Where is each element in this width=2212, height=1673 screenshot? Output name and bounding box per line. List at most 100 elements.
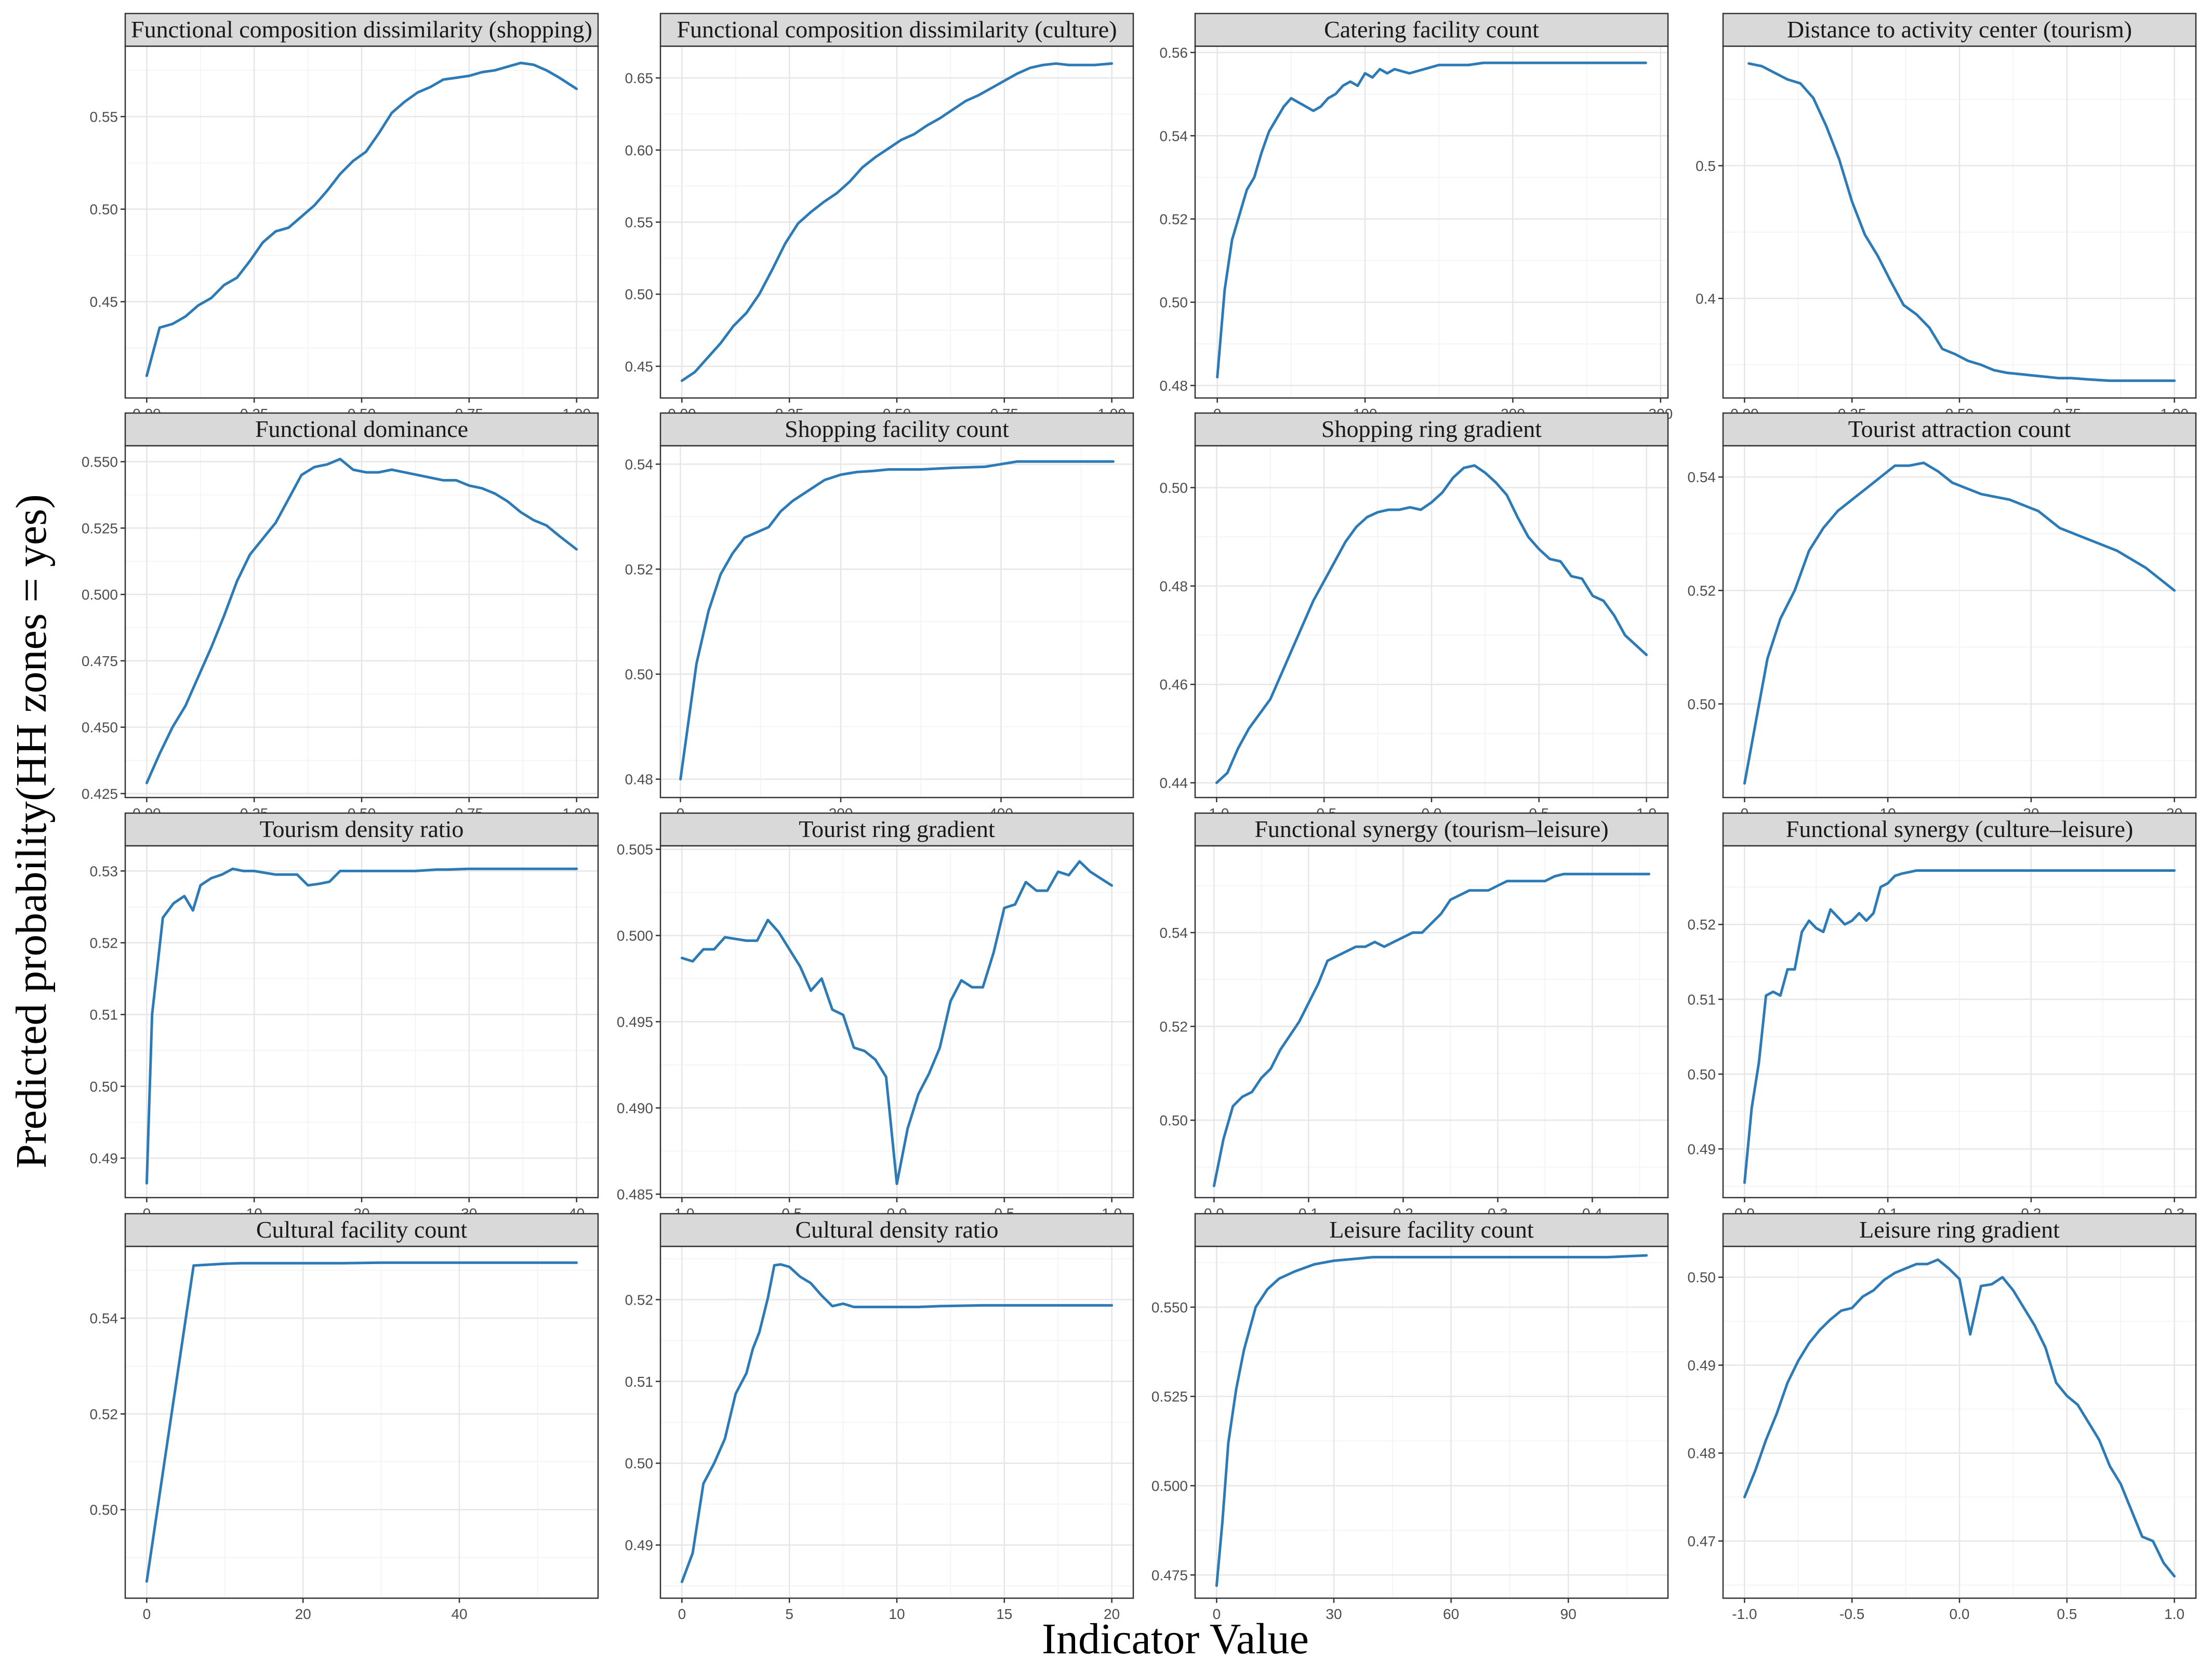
y-tick-label: 0.52 xyxy=(625,1292,654,1308)
series-line xyxy=(679,460,1115,781)
y-tick-label: 0.475 xyxy=(82,653,118,669)
gridlines xyxy=(1195,446,1668,798)
axis-ticks: -1.0 -0.5 0.0 0.5 1.0 0.47 0.48 0.49 0.50 xyxy=(1688,1269,2185,1622)
facet-strip xyxy=(1194,1213,1669,1247)
facet-strip xyxy=(124,1213,599,1247)
y-tick-label: 0.5 xyxy=(1696,158,1716,174)
series-line xyxy=(1215,464,1648,785)
y-tick-label: 0.52 xyxy=(1688,917,1716,933)
y-tick-label: 0.50 xyxy=(1160,480,1188,496)
facet-title: Cultural density ratio xyxy=(796,1216,999,1243)
series-line xyxy=(145,458,578,785)
y-tick-label: 0.51 xyxy=(1688,991,1716,1007)
x-tick-label: 0.0 xyxy=(1950,1606,1970,1622)
facet-strip xyxy=(1722,412,2197,447)
y-tick-label: 0.49 xyxy=(625,1537,654,1554)
y-tick-label: 0.52 xyxy=(625,561,654,577)
facet-title: Functional synergy (tourism–leisure) xyxy=(1254,816,1608,842)
panel-shopping-ring-gradient: Shopping ring gradient-1.0-0.50.00.51.00… xyxy=(1160,412,1669,821)
panel-border xyxy=(1194,845,1669,1199)
y-tick-label: 0.45 xyxy=(625,358,654,375)
panel-border xyxy=(659,445,1134,799)
facet-strip xyxy=(659,12,1134,47)
series-line xyxy=(1215,1254,1648,1587)
plot-area xyxy=(1195,846,1668,1198)
y-tick-label: 0.60 xyxy=(625,142,654,158)
axis-ticks: 02004000.480.500.520.54 xyxy=(625,456,1013,821)
facet-title: Tourist attraction count xyxy=(1848,416,2071,442)
y-tick-label: 0.54 xyxy=(625,456,654,472)
gridlines xyxy=(125,846,598,1198)
x-tick-label: 0 xyxy=(678,1606,686,1622)
y-tick-label: 0.49 xyxy=(1688,1141,1716,1157)
panel-border xyxy=(1722,845,2197,1199)
y-tick-label: 0.505 xyxy=(617,842,653,858)
x-tick-label: 0 xyxy=(143,1606,151,1622)
gridlines xyxy=(1723,846,2196,1198)
panel-cultural-density-ratio: Cultural density ratio 0 5 10 15 20 0.49 0.50 0.… xyxy=(625,1213,1134,1622)
facet-title: Shopping facility count xyxy=(785,416,1009,442)
x-tick-label: 0 xyxy=(1213,1606,1221,1622)
y-tick-label: 0.65 xyxy=(625,70,654,86)
gridlines xyxy=(660,46,1133,398)
y-tick-label: 0.56 xyxy=(1160,45,1188,61)
y-tick-label: 0.55 xyxy=(90,109,118,125)
panel-leisure-ring-gradient: Leisure ring gradient -1.0 -0.5 0.0 0.5 1.0 0.… xyxy=(1688,1213,2197,1622)
gridlines xyxy=(1195,46,1668,398)
y-tick-label: 0.50 xyxy=(1688,696,1716,712)
y-tick-label: 0.47 xyxy=(1688,1533,1716,1549)
y-tick-label: 0.49 xyxy=(90,1150,118,1166)
facet-strip xyxy=(1194,812,1669,847)
series-line xyxy=(1216,61,1647,379)
panel-border xyxy=(1194,1245,1669,1599)
x-tick-label: 5 xyxy=(785,1606,793,1622)
y-tick-label: 0.54 xyxy=(90,1310,118,1326)
plot-area xyxy=(1195,1246,1668,1598)
facet-title: Leisure facility count xyxy=(1329,1216,1534,1243)
series-line xyxy=(1743,461,2176,785)
y-tick-label: 0.51 xyxy=(625,1374,654,1390)
x-tick-label: 30 xyxy=(1326,1606,1342,1622)
facet-strip xyxy=(1722,1213,2197,1247)
series-line xyxy=(680,62,1114,382)
axis-ticks: 0 5 10 15 20 0.49 0.50 0.51 0.52 xyxy=(625,1292,1120,1622)
y-tick-label: 0.550 xyxy=(1151,1299,1188,1316)
gridlines xyxy=(1723,446,2196,798)
y-tick-label: 0.490 xyxy=(617,1100,653,1116)
panel-tourist-attraction-count: Tourist attraction count01020300.500.520… xyxy=(1688,412,2197,821)
y-tick-label: 0.500 xyxy=(1151,1478,1188,1494)
y-tick-label: 0.52 xyxy=(90,1406,118,1422)
gridlines xyxy=(1195,846,1668,1198)
y-tick-label: 0.525 xyxy=(1151,1389,1188,1405)
gridlines xyxy=(660,846,1133,1198)
series-line xyxy=(145,867,578,1185)
y-axis-title: Predicted probability(HH zones = yes) xyxy=(7,494,56,1169)
y-tick-label: 0.48 xyxy=(1688,1445,1716,1462)
facet-title: Cultural facility count xyxy=(256,1216,467,1243)
facet-title: Functional synergy (culture–leisure) xyxy=(1786,816,2134,842)
axis-ticks: 0 20 40 0.50 0.52 0.54 xyxy=(90,1310,468,1622)
panel-functional-dominance: Functional dominance0.000.250.500.751.00… xyxy=(82,412,599,821)
y-tick-label: 0.50 xyxy=(625,286,654,302)
y-tick-label: 0.50 xyxy=(90,1079,118,1095)
x-tick-label: 1.0 xyxy=(2164,1606,2184,1622)
y-tick-label: 0.550 xyxy=(82,454,118,470)
y-tick-label: 0.50 xyxy=(90,1502,118,1518)
plot-area xyxy=(125,1246,598,1598)
y-tick-label: 0.50 xyxy=(625,1455,654,1471)
series-line xyxy=(1212,872,1651,1187)
panel-border xyxy=(124,1245,599,1599)
gridlines xyxy=(125,1246,598,1598)
panel-distance-to-activity-center-tourism: Distance to activity center (tourism)0.0… xyxy=(1696,12,2197,422)
series-line xyxy=(1743,869,2176,1184)
y-tick-label: 0.495 xyxy=(617,1014,653,1030)
y-tick-label: 0.475 xyxy=(1151,1567,1188,1583)
panel-tourism-density-ratio: Tourism density ratio0102030400.490.500.… xyxy=(90,812,599,1221)
panel-tourist-ring-gradient: Tourist ring gradient-1.0-0.50.00.51.00.… xyxy=(617,812,1134,1221)
x-tick-label: 10 xyxy=(889,1606,905,1622)
facet-title: Functional composition dissimilarity (sh… xyxy=(131,16,592,43)
panel-functional-synergy-tourism-leisure: Functional synergy (tourism–leisure)0.00… xyxy=(1160,812,1669,1221)
y-tick-label: 0.525 xyxy=(82,520,118,536)
